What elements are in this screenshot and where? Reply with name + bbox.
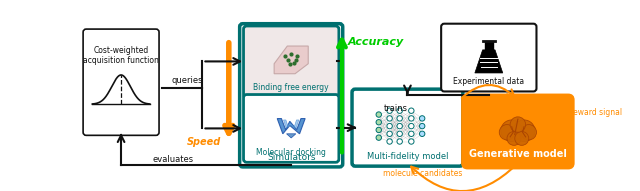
FancyBboxPatch shape — [352, 89, 463, 166]
Circle shape — [387, 139, 392, 144]
Circle shape — [408, 108, 414, 113]
Circle shape — [397, 123, 403, 129]
Text: trains: trains — [384, 104, 408, 113]
Polygon shape — [475, 50, 503, 73]
Circle shape — [521, 125, 536, 140]
Polygon shape — [277, 119, 305, 134]
Circle shape — [387, 116, 392, 121]
Polygon shape — [274, 46, 308, 74]
Text: queries: queries — [172, 76, 203, 85]
Text: Speed: Speed — [187, 137, 221, 147]
Circle shape — [408, 116, 414, 121]
Circle shape — [419, 123, 425, 129]
FancyBboxPatch shape — [244, 26, 339, 98]
Circle shape — [408, 139, 414, 144]
FancyBboxPatch shape — [441, 24, 536, 91]
Circle shape — [376, 112, 381, 117]
Polygon shape — [287, 134, 296, 138]
Circle shape — [499, 125, 515, 140]
Circle shape — [397, 139, 403, 144]
Text: Accuracy: Accuracy — [348, 37, 404, 47]
Text: Molecular docking: Molecular docking — [256, 148, 326, 157]
Polygon shape — [284, 120, 299, 128]
FancyBboxPatch shape — [239, 24, 343, 167]
FancyBboxPatch shape — [463, 95, 573, 168]
Text: evaluates: evaluates — [152, 155, 193, 164]
Text: Simulators: Simulators — [267, 153, 316, 162]
Circle shape — [397, 116, 403, 121]
Circle shape — [376, 135, 381, 140]
Circle shape — [387, 123, 392, 129]
Circle shape — [408, 131, 414, 137]
FancyBboxPatch shape — [244, 95, 339, 162]
Text: Generative model: Generative model — [469, 149, 567, 159]
Circle shape — [515, 131, 529, 145]
Circle shape — [419, 116, 425, 121]
Text: Experimental data: Experimental data — [453, 77, 524, 86]
Circle shape — [397, 131, 403, 137]
Circle shape — [408, 123, 414, 129]
Circle shape — [387, 108, 392, 113]
Circle shape — [501, 120, 522, 142]
Circle shape — [510, 117, 525, 132]
Circle shape — [513, 120, 535, 142]
Circle shape — [387, 131, 392, 137]
Circle shape — [397, 108, 403, 113]
FancyBboxPatch shape — [83, 29, 159, 135]
Text: Multi-fidelity model: Multi-fidelity model — [367, 152, 448, 161]
Circle shape — [507, 131, 521, 145]
Circle shape — [376, 127, 381, 133]
Text: molecule candidates: molecule candidates — [383, 169, 463, 178]
Text: Cost-weighted
acquisition function: Cost-weighted acquisition function — [83, 46, 159, 66]
Bar — [485, 41, 493, 51]
Circle shape — [419, 131, 425, 137]
Text: reward signal: reward signal — [570, 108, 622, 117]
Text: Binding free energy: Binding free energy — [253, 83, 329, 92]
Circle shape — [376, 120, 381, 125]
